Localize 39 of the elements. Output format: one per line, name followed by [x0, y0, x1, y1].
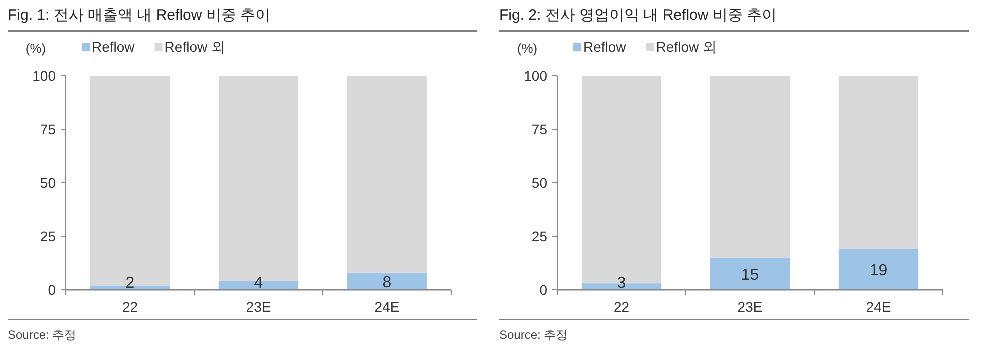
y-tick-label: 50	[40, 175, 56, 191]
x-tick-label: 22	[122, 299, 138, 315]
legend-label: Reflow 외	[164, 39, 226, 55]
bar	[710, 258, 790, 290]
data-label: 4	[254, 275, 264, 292]
y-axis-title: (%)	[517, 41, 538, 56]
y-tick-label: 0	[48, 282, 56, 298]
data-label: 2	[126, 275, 135, 292]
y-axis-title: (%)	[26, 41, 46, 56]
data-label: 3	[617, 275, 626, 292]
legend-label: Reflow	[92, 39, 136, 55]
bar	[838, 76, 919, 250]
x-tick-label: 23E	[246, 299, 272, 315]
y-tick-label: 50	[532, 175, 548, 191]
legend-label: Reflow 외	[656, 39, 717, 55]
source-note: Source: 추정	[500, 328, 568, 342]
y-tick-label: 25	[40, 228, 56, 244]
x-tick-label: 23E	[738, 299, 763, 315]
bar	[347, 76, 428, 273]
source-note: Source: 추정	[8, 328, 77, 342]
y-tick-label: 100	[524, 68, 548, 84]
data-label: 19	[870, 262, 888, 280]
chart-title: Fig. 2: 전사 영업이익 내 Reflow 비중 추이	[500, 7, 778, 24]
x-tick-label: 24E	[374, 299, 400, 315]
chart-title: Fig. 1: 전사 매출액 내 Reflow 비중 추이	[8, 7, 271, 24]
data-label: 15	[741, 266, 760, 284]
y-tick-label: 0	[540, 282, 548, 298]
y-tick-label: 25	[532, 228, 548, 244]
bar	[710, 76, 790, 258]
y-tick-label: 75	[532, 122, 548, 138]
y-tick-label: 75	[40, 122, 56, 138]
x-tick-label: 24E	[866, 299, 892, 315]
legend-label: Reflow	[584, 39, 628, 55]
data-label: 8	[382, 274, 392, 292]
y-tick-label: 100	[32, 68, 56, 84]
bar	[838, 249, 919, 290]
bar	[90, 76, 170, 286]
x-tick-label: 22	[614, 299, 630, 315]
bar	[347, 272, 428, 290]
